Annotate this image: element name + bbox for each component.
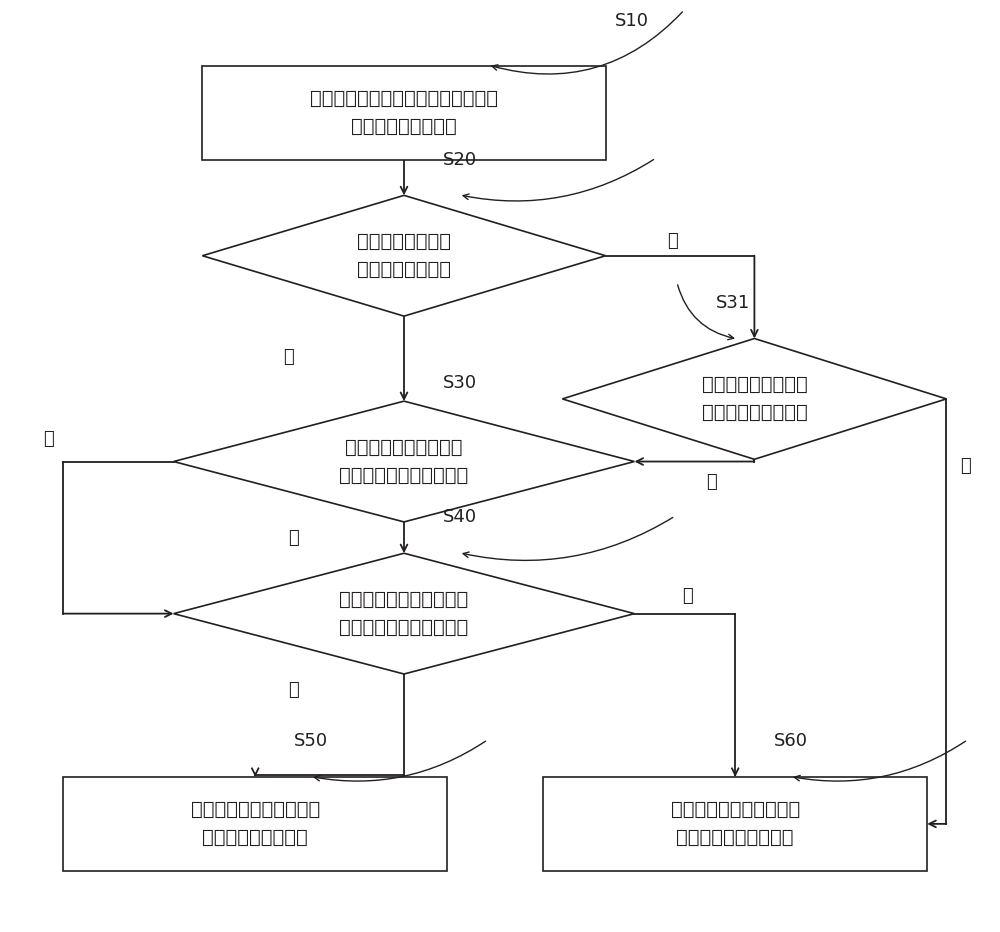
Polygon shape <box>174 554 634 674</box>
Text: 否: 否 <box>682 587 693 605</box>
Text: S31: S31 <box>716 294 750 311</box>
Text: 判断输电线路的一
端是否有负序电流: 判断输电线路的一 端是否有负序电流 <box>357 232 451 280</box>
Text: S30: S30 <box>442 374 477 392</box>
Polygon shape <box>174 401 634 522</box>
Text: 判断所述输电线路的两端
的零序方向是否皆为正向: 判断所述输电线路的两端 的零序方向是否皆为正向 <box>339 590 469 637</box>
Text: 否: 否 <box>960 457 971 475</box>
Text: 是: 是 <box>706 473 717 491</box>
Text: 判断输电线路的所述一
端的零序方向是否为正向: 判断输电线路的所述一 端的零序方向是否为正向 <box>339 438 469 485</box>
Bar <box>202 65 606 159</box>
Bar <box>63 777 447 870</box>
Text: 所述故障为区内故障，纵
联零序方向保护动作: 所述故障为区内故障，纵 联零序方向保护动作 <box>191 801 320 847</box>
Text: S40: S40 <box>442 508 477 527</box>
Text: 输电线路上发生故障，采集所述输电
线路的两端的电气量: 输电线路上发生故障，采集所述输电 线路的两端的电气量 <box>310 89 498 136</box>
Text: S50: S50 <box>294 732 328 750</box>
Text: 所述故障为区外故障，纵
联零序方向保护不动作: 所述故障为区外故障，纵 联零序方向保护不动作 <box>671 801 800 847</box>
Text: 否: 否 <box>43 431 54 448</box>
Text: 判断输电线路的所述
一端是否有负序电压: 判断输电线路的所述 一端是否有负序电压 <box>702 376 807 422</box>
Text: S20: S20 <box>442 150 477 169</box>
Text: 是: 是 <box>283 348 294 366</box>
Polygon shape <box>202 196 606 316</box>
Text: S60: S60 <box>774 732 808 750</box>
Text: 是: 是 <box>288 680 299 699</box>
Text: S10: S10 <box>615 12 649 30</box>
Polygon shape <box>562 338 946 459</box>
Bar <box>543 777 927 870</box>
Text: 否: 否 <box>667 231 678 250</box>
Text: 是: 是 <box>288 528 299 546</box>
